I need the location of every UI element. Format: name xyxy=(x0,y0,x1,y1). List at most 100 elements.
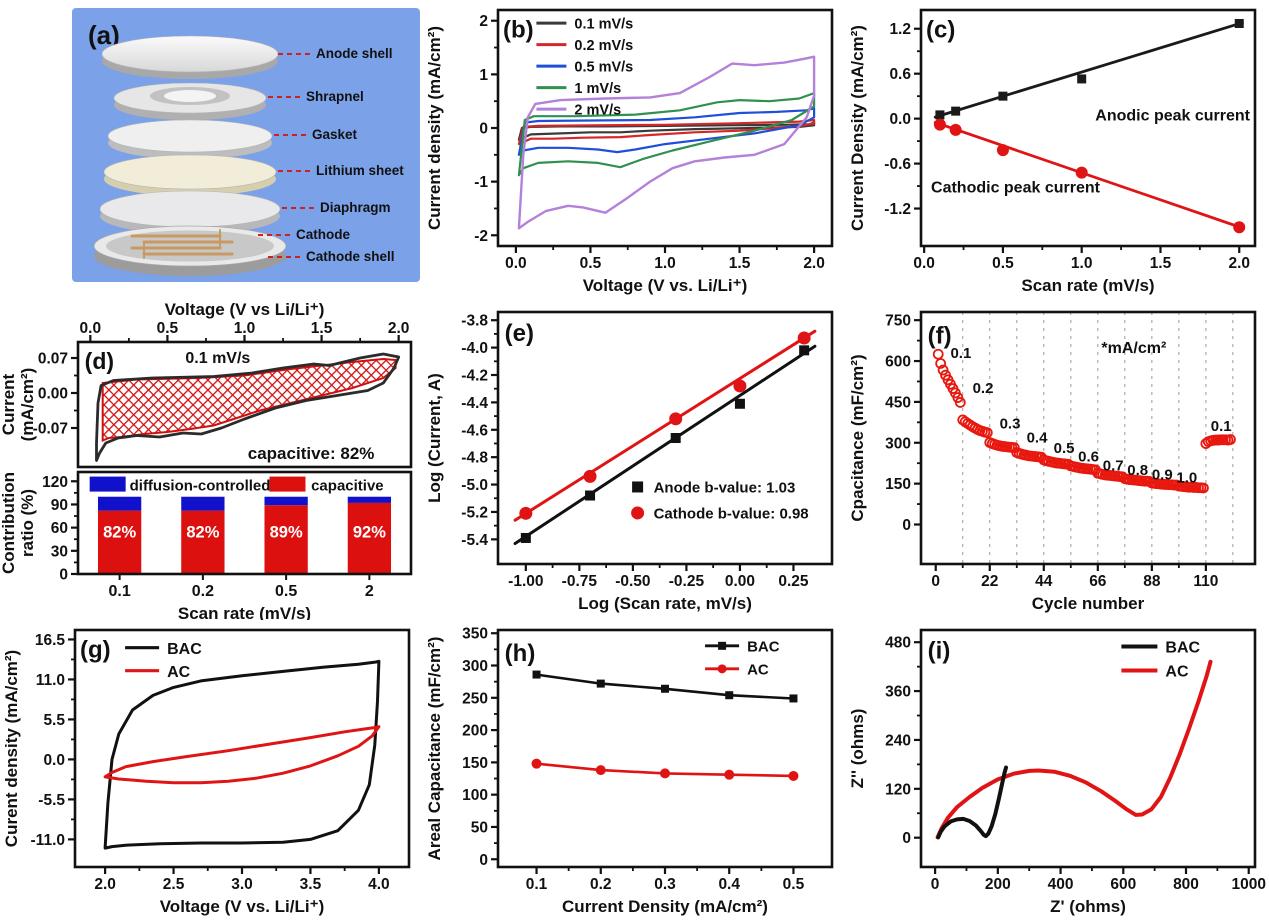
x-axis-label: Voltage (V vs. Li/Li⁺) xyxy=(160,897,325,916)
series-1 mV/s xyxy=(517,92,816,177)
y-tick-label: 5.5 xyxy=(43,712,65,729)
y-tick-label: 0 xyxy=(902,517,911,534)
data-point-square xyxy=(951,106,961,116)
y-axis-label: Current xyxy=(0,373,18,435)
x-tick-label: 0.0 xyxy=(913,255,935,272)
layer-label-2: Gasket xyxy=(312,127,358,142)
data-point-square xyxy=(585,490,596,501)
legend-swatch xyxy=(89,476,126,492)
annotation: (b) xyxy=(503,17,534,44)
data-point-square xyxy=(935,110,945,120)
x-tick-label: -1.00 xyxy=(508,573,543,590)
y-tick-label: 480 xyxy=(885,635,911,652)
data-point-square xyxy=(1234,18,1244,28)
data-point-open-circle xyxy=(935,358,947,369)
y-axis-label: Log (Current, A) xyxy=(425,373,444,503)
x-tick-label: 0.0 xyxy=(80,320,102,337)
data-point-circle xyxy=(531,758,542,769)
panel-b: 0.0 0.5 1.0 1.5 2.0 -2 -1 0 1 2 Voltage (V vs. Li/… xyxy=(423,0,846,300)
series-0.5 mV/s xyxy=(517,107,816,156)
y-tick-label: 150 xyxy=(462,755,488,772)
y-tick-label: -4.0 xyxy=(461,340,488,357)
x-tick-label: 0.1 xyxy=(526,876,548,893)
x-tick-label: 0.0 xyxy=(505,255,527,272)
x-tick-label: 110 xyxy=(1193,573,1218,590)
areal-capacitance-chart: 0.1 0.2 0.3 0.4 0.5 0 50 100 150 200 250 300 350 Curr… xyxy=(423,620,846,923)
x-tick-label: 0.5 xyxy=(992,255,1014,272)
data-point-circle xyxy=(660,768,670,779)
x-axis-label: Voltage (V vs Li/Li⁺) xyxy=(165,300,325,319)
x-tick-label: 0.2 xyxy=(192,583,214,600)
x-tick-label: 600 xyxy=(1110,876,1136,893)
data-point-square xyxy=(789,694,798,703)
y-axis-label: Curent density (mA/cm²) xyxy=(2,650,21,847)
data-point-open-circle xyxy=(954,397,966,408)
data-point-circle xyxy=(583,469,597,483)
y-tick-label: -3.8 xyxy=(461,313,488,330)
series-capacitive-area xyxy=(101,357,397,442)
series-cathodic-fit xyxy=(933,121,1244,230)
panel-e: -1.00 -0.75 -0.50 -0.25 0.00 0.25 -3.8 -4.0 -4.2… xyxy=(423,300,846,620)
chart-svg-f: 0.1 0.2 0.3 0.4 0.50.60.7 0.8 0.9 1.0 0.1 0 22 44 66… xyxy=(848,310,1257,613)
y-tick-label: -5.4 xyxy=(461,532,488,549)
y-tick-label: -4.6 xyxy=(461,422,488,439)
legend-label: Anode b-value: 1.03 xyxy=(654,480,796,497)
data-point-circle xyxy=(996,144,1009,157)
b-value-chart: -1.00 -0.75 -0.50 -0.25 0.00 0.25 -3.8 -4.0 -4.2… xyxy=(423,300,846,620)
y-axis-label: Areal Capacitance (mF/cm²) xyxy=(425,637,444,861)
data-point-square xyxy=(734,398,745,409)
y-tick-label: 100 xyxy=(462,787,488,804)
y-tick-label: 0 xyxy=(902,830,911,847)
y-tick-label: -11.0 xyxy=(31,832,65,849)
y-tick-label: -0.6 xyxy=(884,156,911,173)
rate-label: 1.0 xyxy=(1176,470,1197,487)
bar-label: 89% xyxy=(270,524,303,542)
x-tick-label: 3.5 xyxy=(300,876,322,893)
y-axis-label: Contribution xyxy=(0,472,18,574)
x-tick-label: -0.75 xyxy=(562,573,598,590)
bar-capacitive xyxy=(181,510,225,574)
series-0.2 mV/s xyxy=(517,118,816,146)
data-point-square xyxy=(718,641,727,650)
disc-top xyxy=(99,190,281,228)
annotation: (f) xyxy=(928,323,952,350)
chart-svg-e: -1.00 -0.75 -0.50 -0.25 0.00 0.25 -3.8 -4.0 -4.2… xyxy=(425,310,834,613)
rate-label: 0.1 xyxy=(950,345,971,362)
legend-label: AC xyxy=(747,662,769,679)
y-axis-label: Cpacitance (mF/cm²) xyxy=(848,354,867,521)
legend-label: AC xyxy=(1165,664,1189,681)
data-point-square xyxy=(532,670,541,679)
legend-label: 1 mV/s xyxy=(574,81,621,97)
annotation: (i) xyxy=(928,638,951,665)
y-tick-label: 250 xyxy=(462,690,488,707)
x-tick-label: -0.50 xyxy=(615,573,650,590)
y-tick-label: 120 xyxy=(42,474,68,491)
y-tick-label: 1.2 xyxy=(889,21,911,38)
x-tick-label: 1.0 xyxy=(1071,255,1093,272)
data-point-open-circle xyxy=(1198,482,1209,494)
legend-label: AC xyxy=(167,664,191,681)
panel-h: 0.1 0.2 0.3 0.4 0.5 0 50 100 150 200 250 300 350 Curr… xyxy=(423,620,846,923)
legend-label: 2 mV/s xyxy=(574,103,621,119)
panel-i: 0 200 400 600 800 1000 0 120 240 360 480 Z' (ohms) Z… xyxy=(846,620,1269,923)
x-tick-label: 0.3 xyxy=(654,876,676,893)
annotation: 0.1 mV/s xyxy=(185,350,250,367)
legend-label: BAC xyxy=(167,641,202,658)
y-tick-label: -5.5 xyxy=(38,792,65,809)
y-tick-label: 50 xyxy=(471,819,488,836)
rate-label: 0.2 xyxy=(973,380,994,397)
panel-g: 2.0 2.5 3.0 3.5 4.0 16.5 11.0 5.5 0.0 -5.5 -11.0 Vo… xyxy=(0,620,423,923)
y-tick-label: 0 xyxy=(479,121,488,138)
x-tick-label: 800 xyxy=(1173,876,1199,893)
data-point-square xyxy=(661,684,669,693)
series-AC xyxy=(935,659,1213,840)
legend-label: 0.2 mV/s xyxy=(574,38,633,54)
rate-label: 0.3 xyxy=(1000,416,1021,433)
data-point-circle xyxy=(933,118,946,131)
bar-diffusion-controlled xyxy=(97,496,142,511)
bar-label: 82% xyxy=(186,524,219,542)
annotation: capacitive: 82% xyxy=(248,444,375,463)
annotation: capacitive xyxy=(311,478,384,495)
